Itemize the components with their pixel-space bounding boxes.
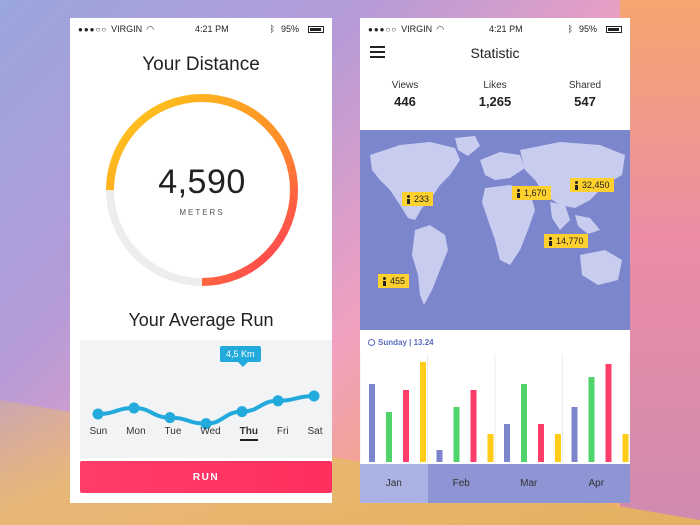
day-sat[interactable]: Sat	[307, 426, 323, 437]
ring-progress	[106, 94, 298, 286]
bar	[386, 412, 392, 462]
bar	[538, 424, 544, 462]
bar	[521, 384, 527, 462]
bar	[436, 450, 443, 462]
hamburger-menu-icon[interactable]	[370, 46, 385, 58]
world-map-shapes	[370, 136, 625, 305]
statistic-title: Statistic	[470, 45, 520, 61]
day-selector: Sun Mon Tue Wed Thu Fri Sat	[80, 426, 332, 441]
battery-label: 95%	[578, 24, 597, 34]
battery-label: 95%	[280, 24, 299, 34]
tab-shared[interactable]: Shared 547	[540, 72, 630, 131]
map-pin-value: 32,450	[582, 180, 610, 190]
clock-icon	[368, 339, 375, 346]
statistic-screen: ●●●○○ VIRGIN ◠ 4:21 PM ᛒ 95% Statistic V…	[360, 18, 630, 503]
map-pin[interactable]: 455	[378, 274, 410, 288]
map-pin[interactable]: 233	[402, 192, 434, 206]
bar	[403, 390, 409, 462]
stat-value: 547	[574, 94, 596, 109]
day-thu[interactable]: Thu	[239, 426, 258, 441]
person-icon	[574, 180, 579, 190]
run-point[interactable]	[272, 395, 284, 407]
distance-unit: METERS	[179, 208, 225, 217]
signal-dots: ●●●○○	[78, 24, 108, 34]
person-icon	[548, 236, 553, 246]
stats-tabs: Views 446 Likes 1,265 Shared 547	[360, 72, 630, 132]
map-pin-value: 1,670	[524, 188, 547, 198]
tab-feb[interactable]: Feb	[452, 478, 470, 489]
distance-value: 4,590	[158, 163, 246, 201]
signal-dots: ●●●○○	[368, 24, 398, 34]
day-sun[interactable]: Sun	[89, 426, 108, 437]
bluetooth-icon: ᛒ	[567, 24, 573, 34]
run-tooltip: 4,5 Km	[220, 346, 261, 367]
run-button[interactable]: RUN	[80, 461, 332, 493]
person-icon	[382, 276, 387, 286]
wifi-icon: ◠	[146, 23, 155, 34]
world-map: 233 1,670 32,450 14,770 455	[360, 130, 630, 330]
battery-icon	[308, 25, 324, 33]
day-wed[interactable]: Wed	[200, 426, 221, 437]
person-icon	[516, 188, 521, 198]
carrier-label: VIRGIN	[401, 24, 433, 34]
bar	[605, 364, 612, 462]
map-pin[interactable]: 32,450	[570, 178, 614, 192]
wifi-icon: ◠	[436, 23, 445, 34]
tab-mar[interactable]: Mar	[520, 478, 538, 489]
run-point[interactable]	[308, 390, 320, 402]
statistic-header: Statistic	[360, 40, 630, 66]
average-run-chart	[80, 340, 332, 458]
battery-icon	[606, 25, 622, 33]
run-point[interactable]	[128, 402, 140, 414]
bar	[571, 407, 578, 462]
bar-chart-panel: Sunday | 13.24	[360, 332, 630, 464]
bar-chart	[360, 354, 630, 462]
average-run-title: Your Average Run	[128, 310, 274, 330]
run-point[interactable]	[92, 408, 104, 420]
stat-label: Likes	[483, 80, 507, 91]
clock-label: 4:21 PM	[489, 24, 523, 34]
bar	[487, 434, 494, 462]
person-icon	[406, 194, 411, 204]
day-tue[interactable]: Tue	[164, 426, 182, 437]
time-label-text: Sunday | 13.24	[378, 338, 434, 347]
run-point[interactable]	[236, 406, 248, 418]
status-bar: ●●●○○ VIRGIN ◠ 4:21 PM ᛒ 95%	[360, 18, 630, 40]
run-point[interactable]	[200, 418, 212, 430]
distance-screen: ●●●○○ VIRGIN ◠ 4:21 PM ᛒ 95% Your Distan…	[70, 18, 332, 503]
time-label: Sunday | 13.24	[368, 338, 434, 347]
distance-ring: 4,590 METERS	[102, 90, 302, 290]
bar	[504, 424, 510, 462]
stat-label: Shared	[568, 80, 602, 91]
day-fri[interactable]: Fri	[276, 426, 289, 437]
bar	[622, 434, 629, 462]
bluetooth-icon: ᛒ	[269, 24, 275, 34]
bar	[369, 384, 375, 462]
map-pin[interactable]: 14,770	[544, 234, 588, 248]
run-point[interactable]	[164, 412, 176, 424]
bar	[555, 434, 561, 462]
carrier-label: VIRGIN	[111, 24, 143, 34]
month-tabs: Jan Feb Mar Apr	[360, 464, 630, 503]
tab-jan[interactable]: Jan	[360, 464, 428, 503]
map-pin[interactable]: 1,670	[512, 186, 551, 200]
bar	[420, 362, 426, 462]
map-pin-value: 455	[390, 276, 406, 286]
tab-likes[interactable]: Likes 1,265	[450, 72, 540, 131]
stat-label: Views	[391, 80, 419, 91]
stat-value: 446	[394, 94, 416, 109]
bar	[470, 390, 477, 462]
bar	[453, 407, 460, 462]
map-pin-value: 233	[414, 194, 430, 204]
clock-label: 4:21 PM	[195, 24, 229, 34]
status-bar: ●●●○○ VIRGIN ◠ 4:21 PM ᛒ 95%	[70, 18, 332, 40]
map-pin-value: 14,770	[556, 236, 584, 246]
tab-apr[interactable]: Apr	[588, 478, 605, 489]
day-mon[interactable]: Mon	[126, 426, 146, 437]
stat-value: 1,265	[478, 94, 512, 109]
bar	[588, 377, 595, 462]
tab-views[interactable]: Views 446	[360, 72, 450, 131]
distance-title: Your Distance	[142, 54, 260, 75]
